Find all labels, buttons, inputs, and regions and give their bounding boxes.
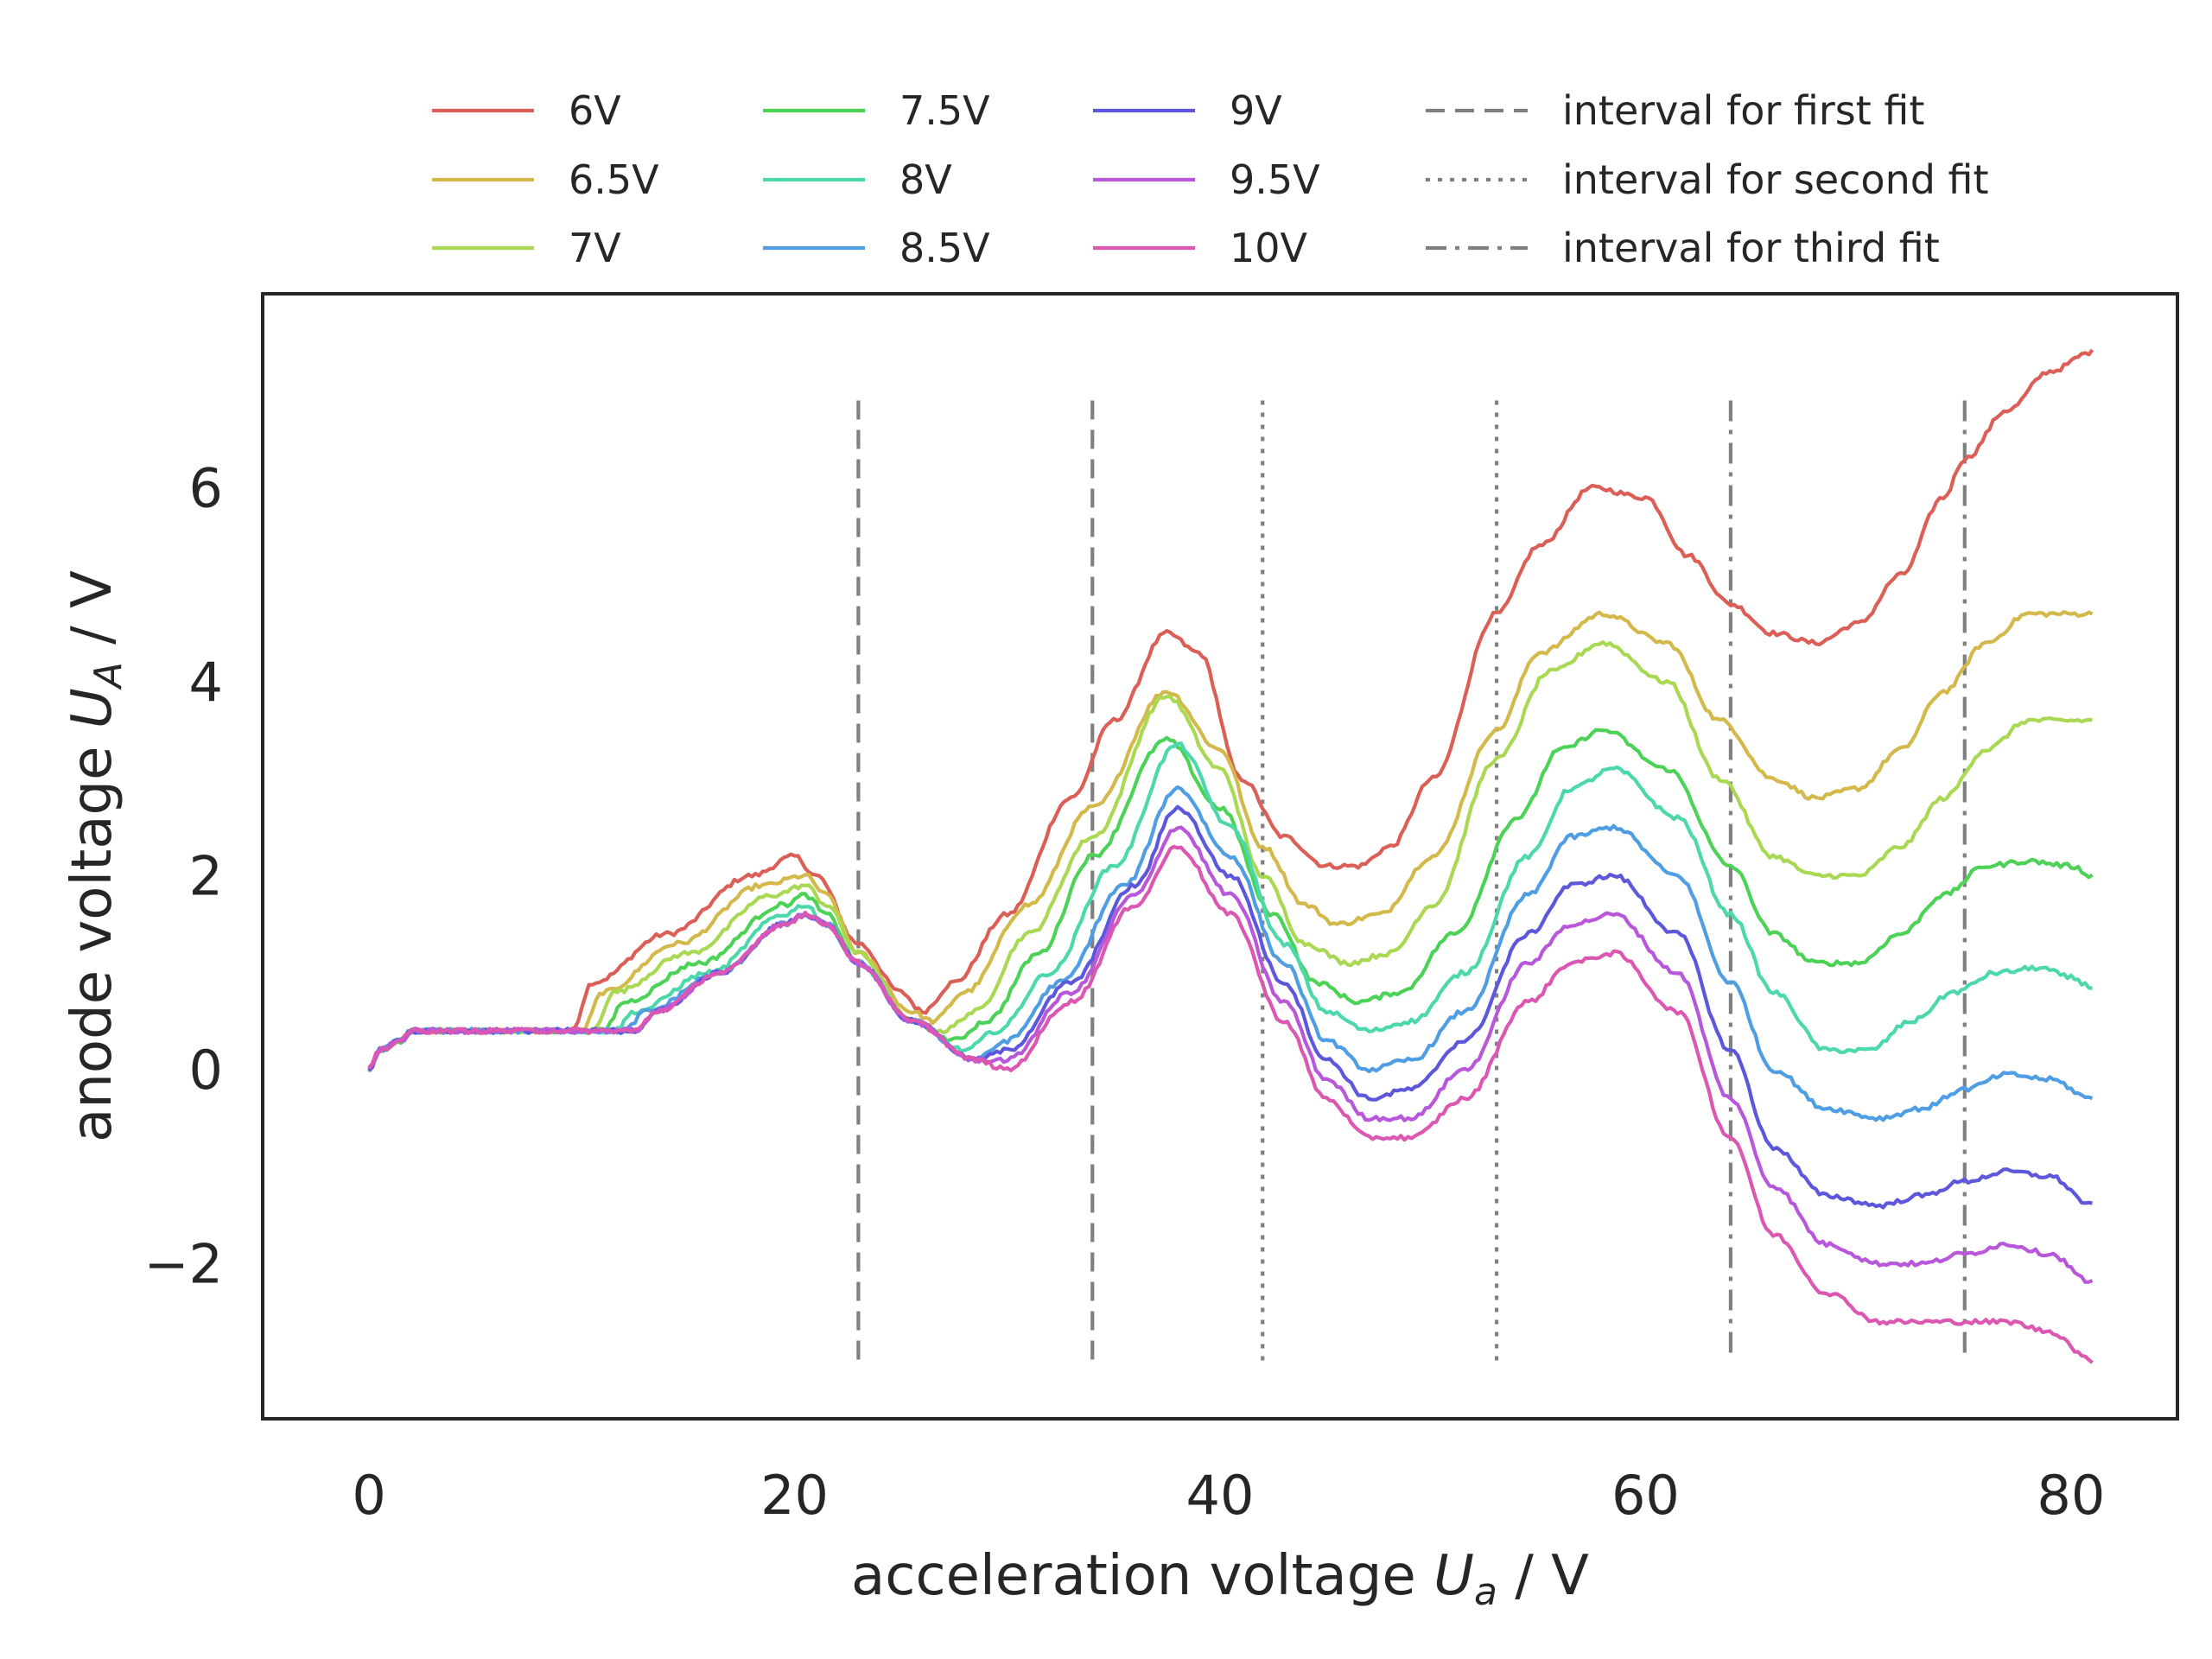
series-line-7v xyxy=(367,640,2093,1073)
x-axis-label-symbol: U xyxy=(1433,1544,1474,1608)
legend-entry-8v: 8V xyxy=(763,156,952,203)
legend-label: 6V xyxy=(569,87,621,134)
legend-label: 8V xyxy=(899,156,952,203)
series-line-8v xyxy=(367,741,2093,1071)
legend-label: 9V xyxy=(1230,87,1282,134)
y-axis-ticks: −2 0 2 4 6 xyxy=(144,456,223,1295)
y-tick-label: 0 xyxy=(189,1039,223,1102)
series-lines xyxy=(367,348,2094,1364)
series-line-6-5v xyxy=(367,610,2094,1073)
y-tick-label: −2 xyxy=(144,1232,223,1295)
legend-label: 7.5V xyxy=(899,87,990,134)
y-tick-label: 2 xyxy=(189,844,223,907)
x-axis-ticks: 0 20 40 60 80 xyxy=(352,1464,2105,1527)
x-axis-label-suffix: / V xyxy=(1497,1544,1589,1608)
y-axis-label-subscript: A xyxy=(86,662,130,690)
plot-area xyxy=(261,292,2179,1421)
legend-entry-interval-for-second-fit: interval for second fit xyxy=(1426,156,1989,203)
axes-frame xyxy=(261,292,2179,1421)
series-line-6v xyxy=(367,348,2094,1071)
y-axis-label-prefix: anode voltage xyxy=(60,728,124,1142)
legend-entry-7v: 7V xyxy=(432,225,621,271)
legend-entry-10v: 10V xyxy=(1093,225,1308,271)
x-tick-label: 0 xyxy=(352,1464,385,1527)
y-axis-label-suffix: / V xyxy=(60,570,124,662)
legend-label: 6.5V xyxy=(569,156,659,203)
series-line-10v xyxy=(367,844,2094,1364)
y-axis-label: anode voltage UA / V xyxy=(60,570,130,1142)
legend-label: interval for second fit xyxy=(1562,156,1989,203)
legend-entry-9-5v: 9.5V xyxy=(1093,156,1320,203)
series-line-8-5v xyxy=(367,785,2094,1122)
y-axis-label-symbol: U xyxy=(60,688,124,728)
legend-label: 10V xyxy=(1230,225,1308,271)
legend-label: interval for third fit xyxy=(1562,225,1940,271)
x-tick-label: 40 xyxy=(1186,1464,1255,1527)
series-line-7-5v xyxy=(367,728,2094,1071)
series-line-9v xyxy=(367,804,2093,1210)
legend-label: 7V xyxy=(569,225,621,271)
legend-entry-6-5v: 6.5V xyxy=(432,156,659,203)
legend-entry-6v: 6V xyxy=(432,87,621,134)
legend-entry-7-5v: 7.5V xyxy=(763,87,990,134)
legend-label: interval for first fit xyxy=(1562,87,1924,134)
legend-label: 9.5V xyxy=(1230,156,1320,203)
legend: 6V 6.5V 7V 7.5V 8V 8.5V 9V 9.5V 10V interval for … xyxy=(432,87,1989,271)
series-line-9-5v xyxy=(367,825,2094,1284)
legend-entry-interval-for-third-fit: interval for third fit xyxy=(1426,225,1940,271)
x-axis-label: acceleration voltage Ua / V xyxy=(851,1544,1589,1614)
y-tick-label: 4 xyxy=(189,651,223,714)
x-tick-label: 80 xyxy=(2037,1464,2105,1527)
legend-entry-interval-for-first-fit: interval for first fit xyxy=(1426,87,1924,134)
y-tick-label: 6 xyxy=(189,456,223,519)
legend-entry-9v: 9V xyxy=(1093,87,1282,134)
legend-label: 8.5V xyxy=(899,225,990,271)
x-tick-label: 60 xyxy=(1611,1464,1680,1527)
legend-entry-8-5v: 8.5V xyxy=(763,225,990,271)
x-axis-label-prefix: acceleration voltage xyxy=(851,1544,1433,1608)
x-tick-label: 20 xyxy=(760,1464,829,1527)
x-axis-label-subscript: a xyxy=(1474,1570,1497,1614)
